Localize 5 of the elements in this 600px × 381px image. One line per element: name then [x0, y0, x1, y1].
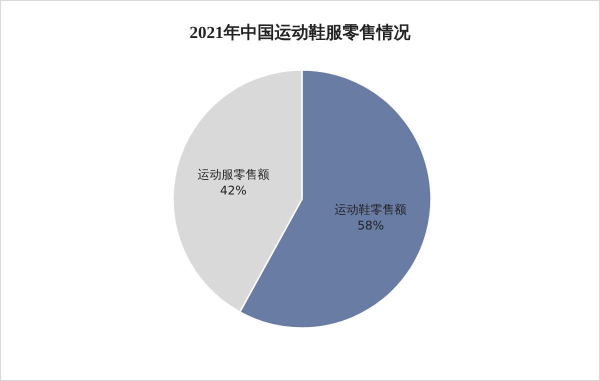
data-label: 42%: [220, 183, 247, 198]
data-label: 58%: [357, 218, 384, 233]
chart-title: 2021年中国运动鞋服零售情况: [190, 23, 412, 42]
slice-label: 运动服零售额: [197, 167, 270, 182]
slice-label: 运动鞋零售额: [334, 202, 407, 217]
